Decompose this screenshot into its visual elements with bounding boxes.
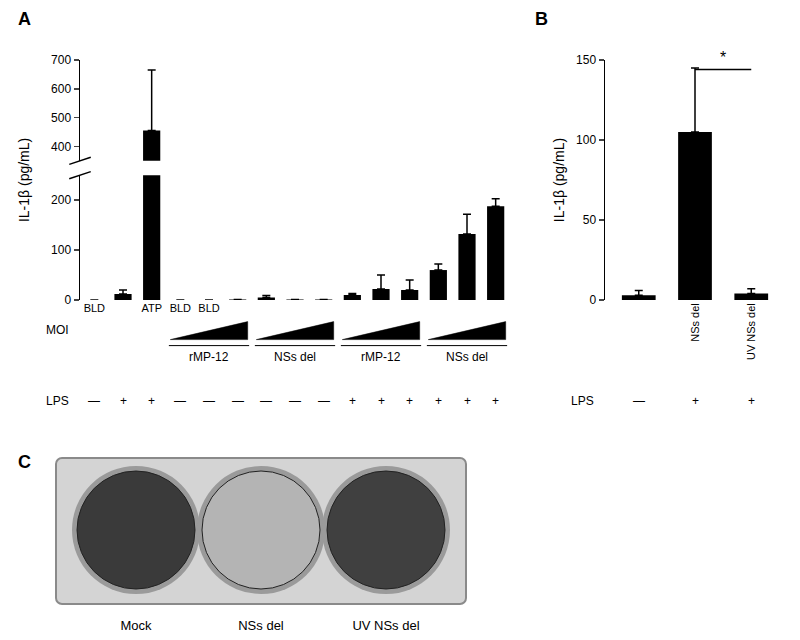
svg-text:C: C bbox=[18, 452, 31, 472]
svg-text:UV NSs del: UV NSs del bbox=[352, 618, 419, 633]
svg-text:UV NSs del: UV NSs del bbox=[745, 303, 757, 360]
svg-text:100: 100 bbox=[576, 133, 596, 147]
svg-text:100: 100 bbox=[51, 243, 71, 257]
svg-text:rMP-12: rMP-12 bbox=[361, 350, 401, 364]
svg-text:—: — bbox=[633, 394, 645, 408]
svg-text:+: + bbox=[120, 394, 127, 408]
svg-text:LPS: LPS bbox=[46, 394, 69, 408]
svg-text:—: — bbox=[174, 394, 186, 408]
svg-text:700: 700 bbox=[51, 53, 71, 67]
svg-text:+: + bbox=[492, 394, 499, 408]
svg-text:Mock: Mock bbox=[120, 618, 152, 633]
svg-text:A: A bbox=[18, 9, 31, 29]
svg-text:—: — bbox=[232, 394, 244, 408]
svg-text:50: 50 bbox=[583, 213, 597, 227]
svg-text:400: 400 bbox=[51, 140, 71, 154]
svg-text:IL-1β (pg/mL): IL-1β (pg/mL) bbox=[16, 138, 32, 222]
svg-text:NSs del: NSs del bbox=[446, 350, 488, 364]
svg-text:+: + bbox=[378, 394, 385, 408]
svg-text:—: — bbox=[203, 394, 215, 408]
svg-text:ATP: ATP bbox=[141, 302, 162, 314]
svg-text:150: 150 bbox=[576, 53, 596, 67]
svg-text:0: 0 bbox=[64, 293, 71, 307]
svg-text:NSs del: NSs del bbox=[689, 303, 701, 342]
svg-text:+: + bbox=[148, 394, 155, 408]
svg-text:rMP-12: rMP-12 bbox=[189, 350, 229, 364]
svg-text:+: + bbox=[435, 394, 442, 408]
svg-text:NSs del: NSs del bbox=[238, 618, 284, 633]
svg-text:—: — bbox=[260, 394, 272, 408]
svg-text:+: + bbox=[748, 394, 755, 408]
svg-text:+: + bbox=[349, 394, 356, 408]
svg-text:MOI: MOI bbox=[46, 323, 69, 337]
svg-text:+: + bbox=[406, 394, 413, 408]
svg-text:BLD: BLD bbox=[198, 302, 219, 314]
svg-text:BLD: BLD bbox=[84, 302, 105, 314]
svg-text:LPS: LPS bbox=[571, 394, 594, 408]
svg-text:B: B bbox=[535, 9, 548, 29]
svg-text:—: — bbox=[318, 394, 330, 408]
svg-text:+: + bbox=[464, 394, 471, 408]
svg-text:—: — bbox=[289, 394, 301, 408]
svg-text:IL-1β (pg/mL): IL-1β (pg/mL) bbox=[551, 138, 567, 222]
svg-text:BLD: BLD bbox=[170, 302, 191, 314]
svg-text:+: + bbox=[692, 394, 699, 408]
svg-text:0: 0 bbox=[589, 293, 596, 307]
svg-text:500: 500 bbox=[51, 111, 71, 125]
svg-text:NSs del: NSs del bbox=[274, 350, 316, 364]
svg-text:200: 200 bbox=[51, 193, 71, 207]
svg-text:*: * bbox=[720, 49, 726, 66]
svg-text:600: 600 bbox=[51, 82, 71, 96]
svg-text:—: — bbox=[88, 394, 100, 408]
